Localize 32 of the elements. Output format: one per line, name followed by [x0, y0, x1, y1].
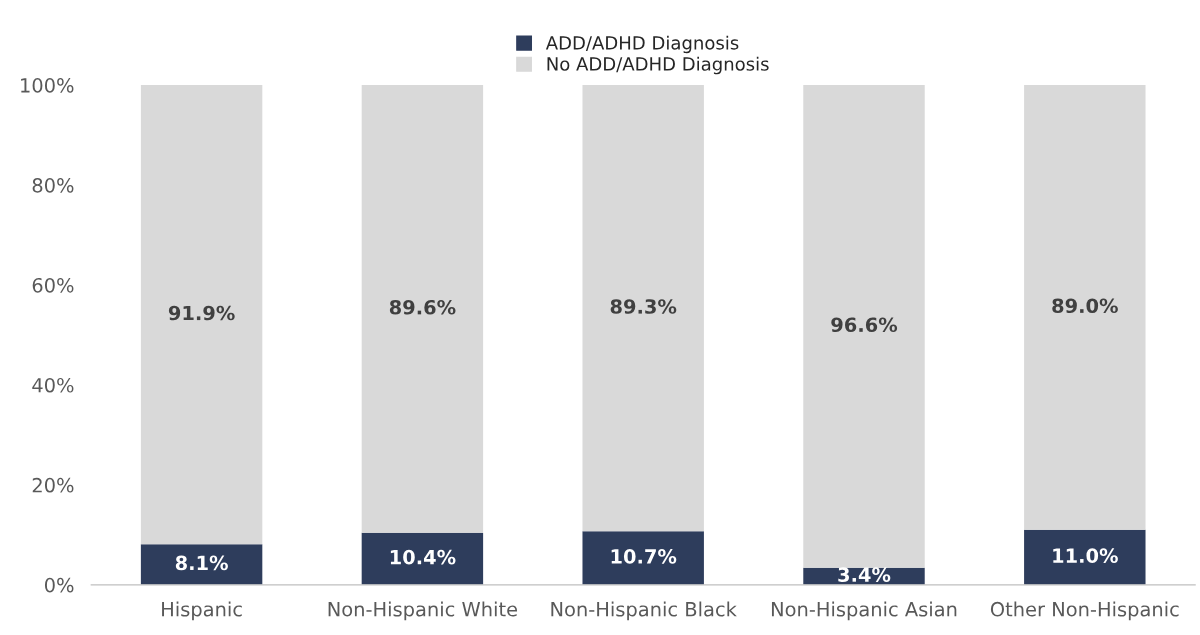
data-label: 10.7% [611, 549, 677, 564]
legend-label: ADD/ADHD Diagnosis [545, 35, 739, 54]
data-label: 10.4% [390, 549, 456, 565]
data-label: 11.0% [1053, 548, 1118, 563]
x-tick-label: Other Non-Hispanic [990, 601, 1179, 621]
bar [582, 85, 704, 532]
y-tick-label: 40% [32, 377, 74, 393]
y-tick-label: 0% [44, 577, 74, 593]
bar [582, 531, 704, 585]
data-label: 89.0% [1052, 298, 1118, 314]
bar [803, 85, 925, 568]
data-label: 3.4% [838, 567, 891, 582]
bar [361, 85, 484, 533]
x-tick-label: Non-Hispanic White [328, 601, 518, 621]
x-tick-label: Non-Hispanic Black [551, 601, 737, 621]
x-tick-label: Hispanic [162, 601, 242, 621]
data-label: 91.9% [168, 305, 235, 321]
legend-label: No ADD/ADHD Diagnosis [547, 56, 769, 75]
bar [1024, 85, 1146, 530]
x-tick-label: Non-Hispanic Asian [771, 601, 957, 621]
data-label: 8.1% [175, 555, 228, 571]
y-tick-label: 80% [32, 177, 74, 193]
bar [140, 85, 263, 545]
bar [1024, 529, 1146, 585]
data-label: 89.3% [610, 299, 677, 314]
y-tick-label: 20% [32, 477, 74, 493]
y-tick-label: 60% [32, 277, 74, 293]
bar [361, 532, 484, 585]
data-label: 89.6% [389, 299, 456, 315]
y-tick-label: 100% [21, 78, 74, 93]
data-label: 96.6% [831, 317, 898, 333]
bar [140, 544, 263, 585]
